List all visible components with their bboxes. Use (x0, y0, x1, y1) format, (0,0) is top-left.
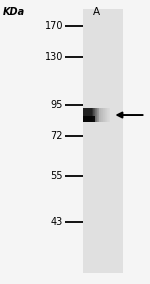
Bar (100, 108, 101, 122)
Bar (106, 108, 107, 122)
Text: KDa: KDa (3, 7, 25, 17)
Bar (87, 108, 88, 122)
Text: 72: 72 (51, 131, 63, 141)
Text: A: A (93, 7, 100, 17)
Bar (105, 108, 106, 122)
Bar (82, 108, 83, 122)
Bar (104, 108, 105, 122)
Bar (103, 108, 104, 122)
Bar (101, 108, 102, 122)
Bar (102, 108, 103, 122)
Bar (82, 9, 123, 273)
Bar (95, 108, 96, 122)
Bar (91, 108, 92, 122)
Bar (85, 108, 86, 122)
Text: 170: 170 (45, 20, 63, 31)
Text: 95: 95 (51, 100, 63, 110)
Text: 130: 130 (45, 52, 63, 62)
Bar (97, 108, 98, 122)
Bar (92, 108, 93, 122)
Bar (99, 108, 100, 122)
Bar (89, 108, 90, 122)
Text: 43: 43 (51, 216, 63, 227)
Bar (96, 108, 97, 122)
Text: 55: 55 (51, 171, 63, 181)
Bar (82, 116, 95, 122)
Bar (108, 108, 109, 122)
Bar (84, 108, 85, 122)
Bar (103, 108, 104, 122)
Bar (83, 108, 84, 122)
Bar (94, 108, 95, 122)
Bar (93, 108, 94, 122)
Bar (90, 108, 91, 122)
Bar (86, 108, 87, 122)
Bar (88, 108, 89, 122)
Bar (98, 108, 99, 122)
